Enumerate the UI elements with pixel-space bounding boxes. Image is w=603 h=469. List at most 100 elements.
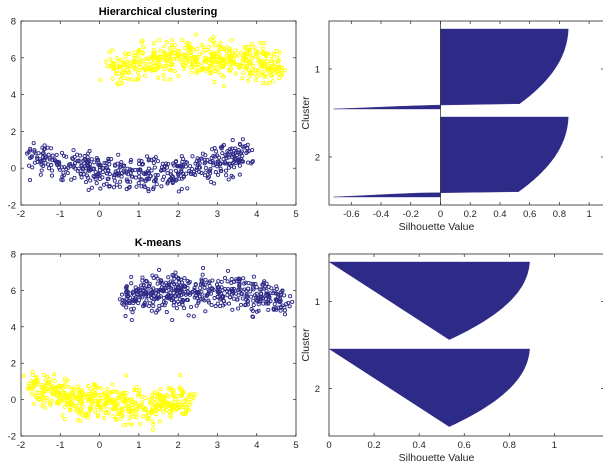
scatter-point — [48, 377, 53, 382]
scatter-point — [216, 60, 221, 65]
scatter-point — [200, 66, 205, 71]
scatter-point — [51, 392, 56, 397]
scatter-point — [151, 179, 157, 184]
scatter-point — [128, 64, 134, 69]
scatter-point — [263, 284, 268, 289]
scatter-point — [34, 390, 39, 395]
scatter-point — [62, 165, 67, 170]
scatter-point — [108, 57, 113, 62]
scatter-point — [115, 390, 120, 395]
scatter-point — [38, 172, 43, 177]
scatter-point — [221, 294, 226, 299]
scatter-point — [207, 279, 212, 284]
scatter-point — [224, 53, 229, 58]
scatter-point — [30, 372, 36, 378]
scatter-point — [142, 73, 147, 78]
scatter-point — [218, 60, 223, 65]
scatter-point — [259, 287, 264, 292]
scatter-point — [219, 168, 224, 173]
scatter-point — [128, 291, 133, 296]
scatter-point — [112, 400, 117, 405]
y-tick-label: 6 — [11, 53, 16, 64]
scatter-point — [71, 148, 76, 153]
scatter-point — [173, 270, 178, 275]
scatter-point — [246, 44, 251, 49]
scatter-point — [244, 150, 249, 155]
scatter-point — [235, 150, 241, 155]
scatter-point — [169, 297, 174, 303]
scatter-point — [125, 179, 130, 184]
scatter-point — [206, 174, 212, 179]
scatter-point — [60, 413, 65, 418]
scatter-point — [161, 73, 166, 78]
scatter-point — [166, 281, 171, 286]
scatter-point — [122, 61, 128, 66]
scatter-point — [273, 60, 278, 65]
scatter-point — [242, 287, 247, 292]
scatter-point — [147, 281, 152, 286]
scatter-point — [180, 63, 185, 68]
scatter-point — [28, 146, 33, 151]
scatter-point — [225, 149, 230, 154]
scatter-point — [256, 302, 261, 307]
scatter-point — [263, 74, 268, 79]
x-tick-label: -2 — [17, 440, 25, 451]
scatter-point — [247, 51, 252, 56]
scatter-point — [106, 176, 111, 181]
scatter-point — [151, 160, 156, 166]
scatter-point — [133, 285, 138, 290]
scatter-point — [195, 295, 200, 301]
scatter-point — [187, 59, 192, 64]
scatter-point — [68, 162, 73, 167]
scatter-point — [237, 283, 242, 288]
scatter-point — [174, 306, 179, 311]
scatter-point — [119, 81, 124, 86]
scatter-point — [216, 70, 221, 75]
scatter-point — [65, 378, 70, 383]
scatter-point — [171, 174, 176, 180]
scatter-point — [136, 181, 141, 186]
scatter-point — [193, 392, 198, 397]
scatter-point — [274, 48, 279, 54]
scatter-point — [151, 294, 156, 299]
scatter-point — [169, 37, 175, 43]
scatter-point — [245, 299, 250, 304]
scatter-point — [24, 151, 30, 156]
scatter-point — [68, 407, 73, 412]
scatter-point — [226, 177, 231, 182]
scatter-point — [214, 282, 220, 287]
scatter-point — [284, 301, 289, 306]
scatter-point — [31, 401, 37, 406]
scatter-point — [203, 165, 209, 171]
scatter-point — [127, 184, 132, 189]
scatter-point — [172, 43, 177, 48]
scatter-point — [107, 50, 112, 55]
scatter-point — [151, 422, 156, 427]
scatter-point — [78, 153, 83, 158]
scatter-point — [151, 286, 156, 291]
scatter-point — [146, 303, 151, 309]
scatter-point — [80, 167, 85, 172]
scatter-point — [253, 78, 258, 83]
scatter-point — [251, 63, 256, 68]
scatter-point — [277, 50, 282, 55]
scatter-point — [122, 406, 127, 411]
scatter-point — [87, 406, 92, 412]
scatter-point — [101, 391, 107, 396]
scatter-point — [190, 289, 195, 295]
x-tick-label: 1 — [136, 440, 141, 451]
scatter-point — [85, 398, 91, 403]
scatter-point — [282, 312, 288, 317]
scatter-point — [164, 161, 169, 166]
scatter-point — [222, 46, 227, 51]
scatter-point — [13, 159, 16, 162]
scatter-point — [170, 400, 175, 405]
scatter-point — [115, 161, 120, 166]
scatter-point — [278, 305, 283, 310]
scatter-point — [106, 396, 111, 401]
scatter-point — [84, 173, 90, 178]
scatter-point — [93, 409, 98, 414]
scatter-point — [179, 168, 184, 173]
scatter-point — [54, 152, 59, 157]
scatter-point — [150, 392, 155, 397]
